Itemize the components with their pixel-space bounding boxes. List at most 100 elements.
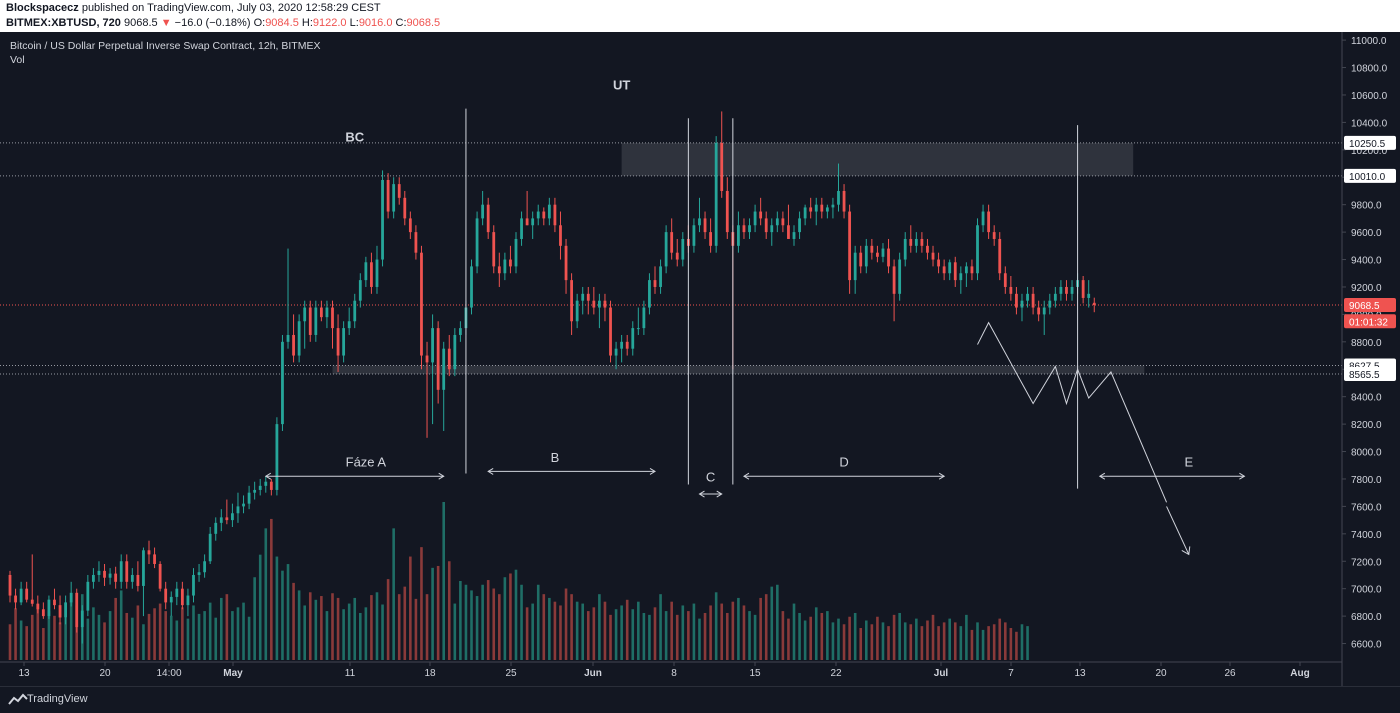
candle-body — [987, 211, 991, 233]
candle-body — [870, 245, 874, 253]
price-tick-label: 8800.0 — [1351, 338, 1382, 349]
candle-body — [453, 334, 457, 370]
close-value: 9068.5 — [406, 17, 441, 29]
price-label-text: 8565.5 — [1349, 370, 1380, 381]
volume-bar — [492, 588, 496, 660]
candle-body — [653, 280, 657, 287]
candle-body — [158, 564, 162, 589]
volume-bar — [731, 601, 735, 660]
volume-bar — [570, 594, 573, 660]
candle-body — [331, 307, 334, 329]
volume-bar — [264, 528, 268, 660]
volume-bar — [25, 626, 28, 660]
volume-indicator-label[interactable]: Vol — [10, 54, 25, 66]
volume-bar — [247, 616, 251, 660]
volume-bar — [342, 609, 345, 660]
candle-body — [75, 592, 79, 628]
author-name[interactable]: Blockspacecz — [6, 2, 79, 14]
tradingview-brand[interactable]: TradingView — [27, 693, 88, 705]
candle-body — [180, 588, 184, 606]
candle-body — [1003, 273, 1007, 287]
volume-bar — [581, 603, 585, 660]
volume-bar — [119, 590, 123, 660]
volume-bar — [197, 613, 201, 660]
price-label-box — [1344, 314, 1396, 329]
candle-body — [1042, 307, 1046, 315]
price-tick-label: 9200.0 — [1351, 283, 1382, 294]
volume-bar — [931, 614, 935, 660]
candle-body — [920, 238, 924, 246]
candle-body — [492, 232, 496, 267]
candle-body — [586, 293, 590, 301]
volume-layer — [8, 502, 1029, 660]
volume-bar — [703, 612, 707, 660]
time-axis[interactable]: 13 20 14:00 May 11 18 25 Jun 8 15 22 Jul 7 13 20 26 Aug — [0, 661, 1342, 679]
volume-bar — [58, 622, 62, 660]
time-tick-label: 7 — [1008, 668, 1014, 679]
candle-body — [542, 211, 546, 219]
volume-bar — [575, 601, 579, 660]
candle-body — [258, 485, 262, 490]
volume-bar — [820, 612, 824, 660]
candle-body — [353, 300, 357, 322]
volume-bar — [792, 603, 796, 660]
candle-body — [392, 184, 396, 212]
candle-body — [442, 348, 446, 390]
price-axis[interactable]: 11000.010800.010600.010400.010200.010000… — [1341, 32, 1400, 686]
price-tick-label: 9400.0 — [1351, 256, 1382, 267]
candle-body — [414, 232, 418, 253]
volume-bar — [420, 547, 423, 660]
volume-bar — [169, 615, 173, 660]
volume-bar — [670, 601, 673, 660]
candle-body — [748, 225, 751, 233]
price-tick-label: 10800.0 — [1351, 64, 1388, 75]
phase-label: BC — [345, 130, 364, 145]
volume-bar — [586, 611, 590, 660]
candle-body — [903, 238, 907, 260]
candle-body — [1070, 286, 1074, 294]
candle-body — [709, 232, 713, 246]
volume-bar — [531, 603, 534, 660]
candle-body — [136, 574, 140, 586]
candle-body — [864, 245, 868, 267]
candle-body — [397, 184, 401, 198]
candle-body — [358, 280, 362, 301]
volume-bar — [920, 626, 924, 660]
volume-bar — [603, 601, 607, 660]
candle-body — [998, 238, 1002, 274]
open-label: O: — [253, 17, 266, 29]
volume-bar — [687, 611, 690, 660]
candle-body — [481, 204, 485, 219]
candle-body — [575, 300, 579, 322]
volume-bar — [208, 602, 212, 660]
last-price: 9068.5 — [123, 17, 158, 29]
volume-bar — [403, 586, 407, 660]
time-tick-label: 13 — [1074, 668, 1086, 679]
volume-bar — [781, 611, 785, 660]
volume-bar — [770, 586, 774, 660]
candle-body — [58, 605, 62, 618]
candle-body — [664, 232, 668, 267]
volume-bar — [959, 626, 963, 660]
volume-bar — [142, 624, 145, 660]
candle-body — [914, 238, 918, 246]
symbol-label: BITMEX:XBTUSD, 720 — [6, 17, 121, 29]
candle-body — [297, 321, 301, 356]
candle-body — [970, 266, 974, 274]
price-tick-label: 8000.0 — [1351, 448, 1382, 459]
time-tick-label: 18 — [424, 668, 436, 679]
candle-body — [269, 481, 273, 490]
range-arrow-right-head — [716, 490, 723, 498]
volume-bar — [475, 596, 479, 660]
volume-bar — [659, 594, 662, 660]
candle-body — [308, 307, 312, 335]
tradingview-logo-icon[interactable] — [8, 693, 28, 707]
volume-bar — [614, 609, 618, 660]
candle-body — [770, 225, 774, 233]
candle-body — [225, 517, 229, 521]
candle-body — [69, 592, 73, 603]
candle-body — [92, 574, 95, 582]
candle-body — [625, 341, 629, 349]
